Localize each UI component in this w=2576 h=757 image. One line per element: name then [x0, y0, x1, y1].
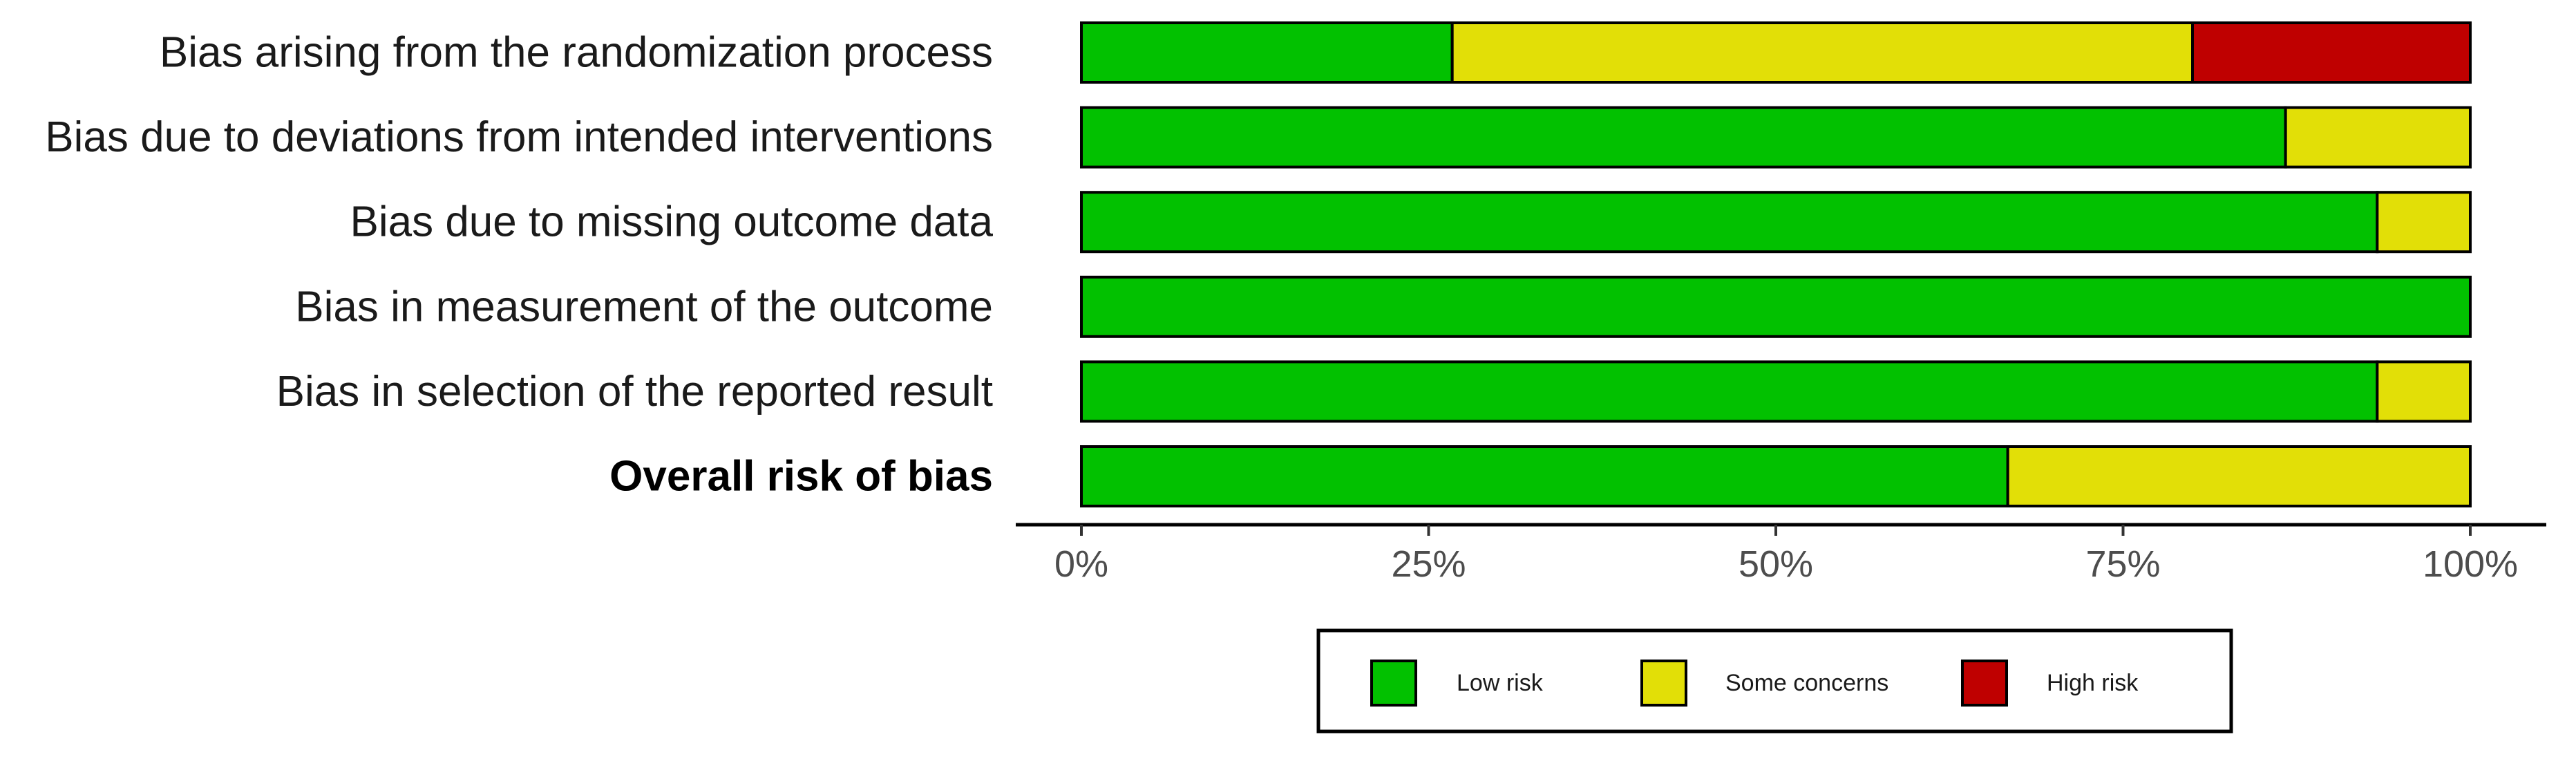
legend-key-high-risk	[1961, 660, 2008, 707]
bar-some-concerns-row-6	[2006, 445, 2472, 507]
bar-low-risk-row-1	[1080, 21, 1454, 84]
bar-some-concerns-row-2	[2284, 106, 2472, 169]
legend-label-some-concerns: Some concerns	[1725, 670, 1888, 696]
category-label-5: Bias in selection of the reported result	[276, 368, 993, 415]
x-tick-label-2: 25%	[1391, 543, 1466, 585]
bar-some-concerns-row-5	[2376, 360, 2472, 423]
bar-low-risk-row-4	[1080, 275, 2472, 338]
bars	[1080, 21, 2472, 507]
legend-box	[1316, 628, 2233, 733]
legend-label-low-risk: Low risk	[1457, 670, 1544, 696]
category-label-4: Bias in measurement of the outcome	[295, 283, 993, 330]
category-label-1: Bias arising from the randomization proc…	[160, 29, 993, 77]
legend-key-some-concerns	[1640, 660, 1687, 707]
bar-some-concerns-row-1	[1450, 21, 2194, 84]
bar-low-risk-row-5	[1080, 360, 2379, 423]
category-labels: Bias arising from the randomization proc…	[45, 29, 993, 501]
bar-some-concerns-row-3	[2376, 191, 2472, 254]
legend: Low risk Some concerns High risk	[1316, 628, 2233, 733]
bar-low-risk-row-2	[1080, 106, 2287, 169]
x-tick-label-1: 0%	[1054, 543, 1108, 585]
bar-low-risk-row-3	[1080, 191, 2379, 254]
category-label-2: Bias due to deviations from intended int…	[45, 113, 993, 161]
legend-key-low-risk	[1370, 660, 1417, 707]
x-axis: 0% 25% 50% 75% 100%	[1016, 523, 2546, 585]
category-label-3: Bias due to missing outcome data	[350, 198, 993, 246]
category-label-6: Overall risk of bias	[609, 453, 993, 501]
x-tick-label-5: 100%	[2423, 543, 2518, 585]
x-tick-label-4: 75%	[2085, 543, 2160, 585]
legend-label-high-risk: High risk	[2047, 670, 2139, 696]
x-tick-label-3: 50%	[1739, 543, 1813, 585]
bar-low-risk-row-6	[1080, 445, 2009, 507]
bar-high-risk-row-1	[2191, 21, 2472, 84]
